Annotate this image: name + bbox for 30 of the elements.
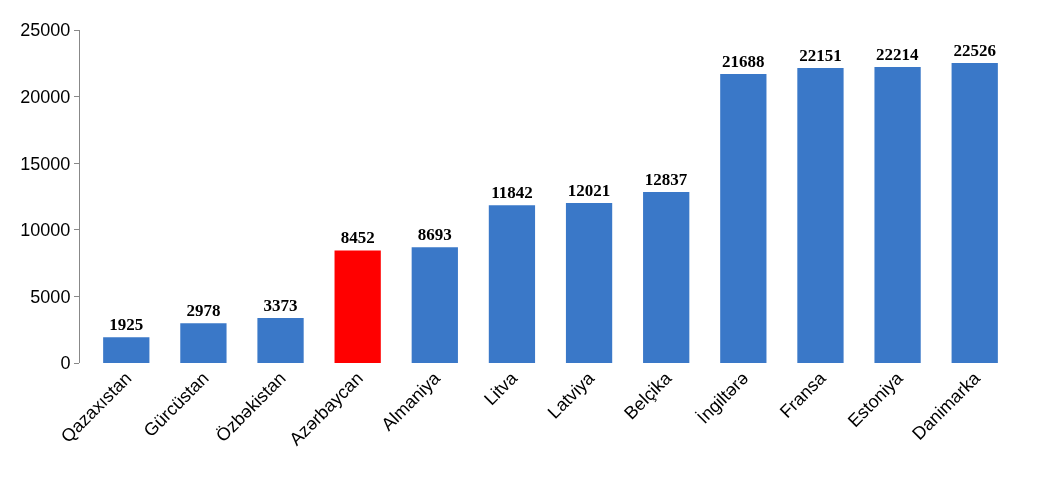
- y-tick-label: 15000: [20, 153, 71, 174]
- data-label: 8452: [340, 228, 375, 248]
- y-tick-label: 10000: [20, 220, 71, 241]
- data-label: 1925: [109, 315, 144, 335]
- data-label: 22151: [799, 45, 842, 65]
- bar: [180, 323, 227, 363]
- data-label: 21688: [722, 52, 765, 72]
- data-label: 8693: [417, 225, 452, 245]
- data-label: 3373: [263, 296, 298, 316]
- data-label: 11842: [491, 183, 533, 203]
- y-tick-label: 20000: [20, 86, 71, 107]
- bar: [411, 247, 458, 363]
- bar: [643, 192, 690, 363]
- y-tick-label: 25000: [20, 20, 71, 41]
- data-label: 12837: [644, 170, 688, 190]
- bar: [257, 318, 304, 363]
- bar: [565, 202, 613, 363]
- bar: [334, 250, 381, 363]
- bar: [720, 74, 767, 363]
- data-label: 12021: [567, 180, 611, 200]
- bar: [951, 62, 998, 363]
- bar: [103, 337, 150, 363]
- data-label: 22526: [953, 40, 996, 60]
- data-label: 22214: [876, 45, 920, 65]
- y-tick-label: 5000: [30, 286, 71, 307]
- bar: [488, 205, 536, 363]
- y-tick-label: 0: [60, 353, 71, 374]
- data-label: 2978: [186, 301, 221, 321]
- bar: [797, 67, 844, 363]
- bar: [874, 67, 921, 363]
